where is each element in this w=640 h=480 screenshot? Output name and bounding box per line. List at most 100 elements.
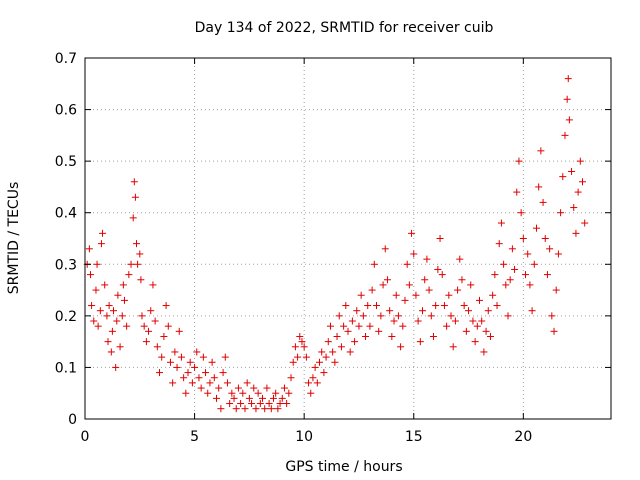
data-point <box>267 405 275 413</box>
data-point <box>280 384 288 392</box>
data-point <box>324 338 332 346</box>
data-point <box>204 389 212 397</box>
data-point <box>307 389 315 397</box>
data-point <box>559 173 567 181</box>
data-point <box>524 250 532 258</box>
data-point <box>221 353 229 361</box>
data-point <box>147 307 155 315</box>
data-point <box>456 255 464 263</box>
data-point <box>133 240 141 248</box>
data-point <box>348 317 356 325</box>
data-point <box>197 384 205 392</box>
data-point <box>294 353 302 361</box>
data-point <box>195 374 203 382</box>
data-point <box>311 363 319 371</box>
data-point <box>526 281 534 289</box>
data-point <box>276 400 284 408</box>
data-point <box>377 312 385 320</box>
data-point <box>375 327 383 335</box>
data-point <box>156 369 164 377</box>
data-point <box>564 75 572 83</box>
data-point <box>289 358 297 366</box>
data-point <box>322 353 330 361</box>
y-axis-label: SRMTID / TECUs <box>6 182 22 295</box>
data-point <box>537 147 545 155</box>
data-point <box>173 363 181 371</box>
data-point <box>443 322 451 330</box>
data-point <box>491 271 499 279</box>
data-point <box>283 400 291 408</box>
data-point <box>519 235 527 242</box>
data-point <box>123 322 131 330</box>
data-point <box>462 327 470 335</box>
data-point <box>489 291 497 299</box>
data-point <box>359 312 367 320</box>
data-point <box>436 235 444 242</box>
data-point <box>127 260 135 268</box>
data-point <box>517 209 525 217</box>
data-point <box>506 276 514 284</box>
data-point <box>94 322 102 330</box>
data-point <box>113 317 121 325</box>
y-tick-label: 0.5 <box>55 154 77 170</box>
data-point <box>234 384 242 392</box>
data-point <box>131 193 139 201</box>
data-point <box>245 394 253 402</box>
data-point <box>447 312 455 320</box>
data-point <box>166 358 174 366</box>
data-point <box>230 394 238 402</box>
data-point <box>228 389 236 397</box>
data-point <box>191 363 199 371</box>
data-point <box>484 307 492 315</box>
data-point <box>574 188 582 196</box>
data-point <box>305 379 313 387</box>
data-point <box>532 224 540 232</box>
data-point <box>495 240 503 248</box>
data-point <box>134 260 142 268</box>
data-point <box>530 260 538 268</box>
data-point <box>572 229 580 237</box>
data-point <box>199 353 207 361</box>
data-point <box>129 214 137 222</box>
x-tick-label: 5 <box>190 429 199 445</box>
data-point <box>88 302 96 310</box>
data-point <box>478 317 486 325</box>
data-point <box>421 276 429 284</box>
data-point <box>388 332 396 340</box>
data-point <box>239 389 247 397</box>
data-point <box>103 312 111 320</box>
axis-ticks <box>84 57 611 420</box>
data-point <box>114 291 122 299</box>
data-point <box>372 302 380 310</box>
data-point <box>563 95 571 103</box>
data-point <box>554 250 562 258</box>
data-point <box>287 374 295 382</box>
data-point <box>362 332 370 340</box>
data-point <box>480 348 488 356</box>
data-point <box>248 400 256 408</box>
data-point <box>511 265 519 273</box>
data-point <box>171 348 179 356</box>
tick-labels: 0 0.1 0.2 0.3 0.4 0.5 0.6 0.7 0 5 10 15 20 <box>55 51 533 445</box>
data-point <box>188 379 196 387</box>
data-point <box>502 281 510 289</box>
data-point <box>184 369 192 377</box>
data-point <box>337 343 345 351</box>
data-point <box>99 229 107 237</box>
data-point <box>438 271 446 279</box>
data-point <box>256 400 264 408</box>
data-point <box>309 374 317 382</box>
data-point <box>177 353 185 361</box>
data-point <box>419 307 427 315</box>
data-point <box>90 317 98 325</box>
data-point <box>92 286 100 294</box>
data-point <box>213 394 220 402</box>
data-point <box>370 260 378 268</box>
data-point <box>250 384 258 392</box>
data-point <box>497 219 505 227</box>
data-point <box>454 286 462 294</box>
data-point <box>86 271 94 279</box>
data-point <box>265 400 273 408</box>
data-point <box>522 271 530 279</box>
data-point <box>116 343 124 351</box>
